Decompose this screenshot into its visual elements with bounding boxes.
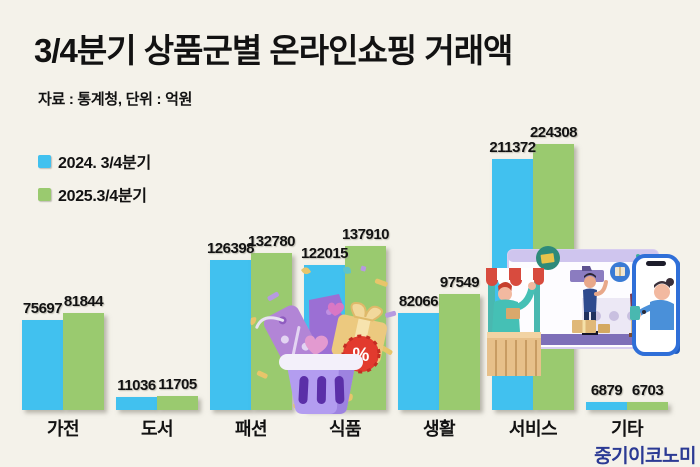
value-label-도서-2024. 3/4분기: 11036: [117, 377, 156, 394]
value-label-생활-2025.3/4분기: 97549: [439, 274, 480, 291]
value-label-패션-2025.3/4분기: 132780: [247, 233, 296, 250]
cart-icon: [582, 266, 592, 271]
smartphone-icon: [630, 254, 680, 356]
customer-figure-waving: [582, 273, 608, 335]
bar-생활-2024. 3/4분기: [398, 313, 439, 410]
bar-패션-2025.3/4분기: [251, 253, 292, 410]
legend-label-2024: 2024. 3/4분기: [58, 155, 151, 172]
category-label-생활: 생활: [422, 419, 456, 439]
category-label-서비스: 서비스: [508, 419, 558, 439]
bar-가전-2024. 3/4분기: [22, 320, 63, 410]
legend-item-2024: 2024. 3/4분기: [38, 149, 151, 173]
legend-swatch-2025-icon: [38, 187, 51, 201]
bar-기타-2024. 3/4분기: [586, 402, 627, 410]
bar-서비스-2025.3/4분기: [533, 144, 574, 410]
bar-기타-2025.3/4분기: [627, 402, 668, 410]
legend-item-2025: 2025.3/4분기: [38, 182, 151, 206]
value-label-생활-2024. 3/4분기: 82066: [398, 293, 439, 310]
floor-boxes: [572, 320, 610, 333]
category-label-패션: 패션: [234, 419, 268, 439]
value-label-가전-2025.3/4분기: 81844: [63, 293, 104, 310]
value-label-서비스-2024. 3/4분기: 211372: [489, 139, 536, 156]
chart-legend: 2024. 3/4분기 2025.3/4분기: [38, 149, 151, 215]
customer-figure-reaching: [629, 264, 654, 337]
source-note: 자료 : 통계청, 단위 : 억원: [38, 91, 193, 108]
value-label-서비스-2025.3/4분기: 224308: [529, 124, 578, 141]
legend-swatch-2024-icon: [38, 154, 51, 168]
bar-도서-2025.3/4분기: [157, 396, 198, 410]
watermark-logo: 중기이코노미: [594, 446, 696, 467]
value-label-식품-2024. 3/4분기: 122015: [300, 245, 349, 262]
value-label-기타-2024. 3/4분기: 6879: [590, 382, 623, 399]
category-label-식품: 식품: [328, 419, 362, 439]
category-label-가전: 가전: [46, 419, 80, 439]
page-title: 3/4분기 상품군별 온라인쇼핑 거래액: [34, 32, 513, 69]
value-label-가전-2024. 3/4분기: 75697: [22, 300, 63, 317]
value-label-도서-2025.3/4분기: 11705: [158, 376, 197, 393]
package-badge-blue-icon: [610, 262, 630, 282]
legend-label-2025: 2025.3/4분기: [58, 188, 147, 205]
bar-식품-2025.3/4분기: [345, 246, 386, 410]
bar-서비스-2024. 3/4분기: [492, 159, 533, 410]
bar-식품-2024. 3/4분기: [304, 265, 345, 410]
value-label-패션-2024. 3/4분기: 126398: [206, 240, 255, 257]
category-label-기타: 기타: [610, 419, 644, 439]
bar-도서-2024. 3/4분기: [116, 397, 157, 410]
bar-생활-2025.3/4분기: [439, 294, 480, 410]
bar-가전-2025.3/4분기: [63, 313, 104, 410]
bar-패션-2024. 3/4분기: [210, 260, 251, 410]
value-label-식품-2025.3/4분기: 137910: [341, 226, 390, 243]
value-label-기타-2025.3/4분기: 6703: [631, 382, 664, 399]
person-in-phone: [630, 278, 674, 330]
category-label-도서: 도서: [140, 419, 174, 439]
